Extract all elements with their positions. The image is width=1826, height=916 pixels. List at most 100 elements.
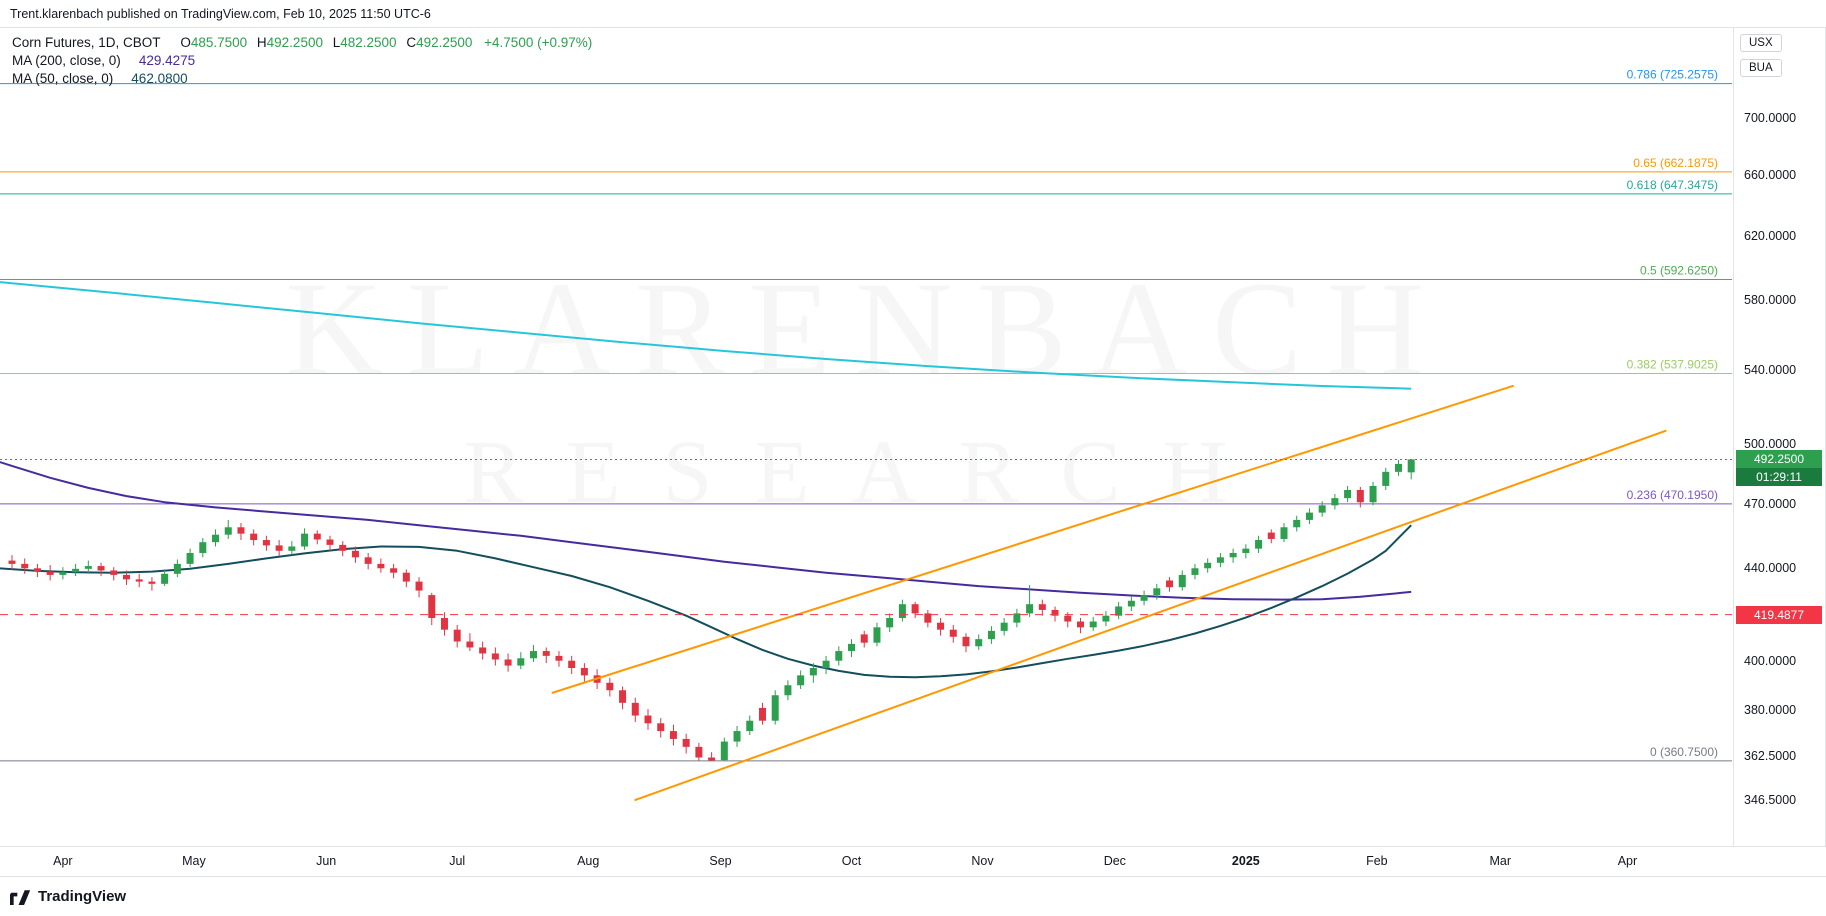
candle-body xyxy=(491,653,499,660)
chart-legend: Corn Futures, 1D, CBOT O485.7500 H492.25… xyxy=(12,34,592,88)
candle-body xyxy=(746,720,754,732)
candle-body xyxy=(466,641,474,648)
candle-body xyxy=(733,731,741,742)
candle-body xyxy=(1407,459,1415,473)
candle-body xyxy=(440,618,448,630)
candle-body xyxy=(758,707,766,721)
candle-body xyxy=(262,540,270,546)
candle-body xyxy=(1394,463,1402,472)
candle-body xyxy=(1242,548,1250,553)
candle-body xyxy=(860,634,868,643)
candle-body xyxy=(1318,505,1326,513)
candle-body xyxy=(415,581,423,591)
main-series-legend[interactable]: Corn Futures, 1D, CBOT O485.7500 H492.25… xyxy=(12,34,592,52)
candle-body xyxy=(8,560,16,564)
time-tick-month: Dec xyxy=(1103,854,1126,868)
candle-body xyxy=(301,533,309,547)
candle-body xyxy=(1153,588,1161,596)
time-tick-year: 2025 xyxy=(1231,854,1260,868)
footer-bar: TradingView xyxy=(0,876,1826,916)
candle-body xyxy=(453,629,461,642)
candle-body xyxy=(72,568,80,573)
candle-body xyxy=(402,572,410,582)
candle-body xyxy=(33,568,41,572)
candle-body xyxy=(1166,580,1174,588)
candle-body xyxy=(1026,604,1034,614)
candle-body xyxy=(949,629,957,637)
open-label: O xyxy=(180,35,191,50)
candle-body xyxy=(720,741,728,761)
fib-level-label: 0.236 (470.1950) xyxy=(1627,488,1718,502)
price-tick: 620.0000 xyxy=(1744,228,1797,243)
candle-body xyxy=(822,660,830,669)
fib-level-label: 0 (360.7500) xyxy=(1650,745,1718,759)
bar-close-countdown: 01:29:11 xyxy=(1736,468,1822,487)
candle-body xyxy=(1127,600,1135,607)
price-tick: 440.0000 xyxy=(1744,561,1797,576)
tradingview-logo[interactable]: TradingView xyxy=(10,887,126,907)
candle-body xyxy=(1216,557,1224,563)
price-tick: 580.0000 xyxy=(1744,293,1797,308)
ma50-legend[interactable]: MA (50, close, 0) 462.0800 xyxy=(12,70,592,88)
candle-body xyxy=(784,685,792,696)
candle-body xyxy=(835,651,843,661)
candle-body xyxy=(173,563,181,574)
fib-level-label: 0.65 (662.1875) xyxy=(1633,156,1718,170)
candle-body xyxy=(390,568,398,573)
chart-plot[interactable]: KLARENBACH RESEARCH 0.786 (725.2575)0.65… xyxy=(0,28,1733,846)
candle-body xyxy=(568,660,576,669)
open-value: 485.7500 xyxy=(190,35,248,50)
candle-body xyxy=(339,544,347,551)
candle-body xyxy=(377,563,385,569)
candle-body xyxy=(542,651,550,656)
candle-body xyxy=(1344,489,1352,499)
candle-body xyxy=(313,533,321,540)
candle-body xyxy=(708,757,716,761)
tradingview-logo-icon xyxy=(10,889,31,905)
chart-row: KLARENBACH RESEARCH 0.786 (725.2575)0.65… xyxy=(0,28,1826,846)
candle-body xyxy=(606,682,614,691)
tradingview-logo-text: TradingView xyxy=(38,888,127,905)
candle-body xyxy=(669,731,677,739)
candle-body xyxy=(530,651,538,659)
publish-text: Trent.klarenbach published on TradingVie… xyxy=(10,6,431,21)
alert-price-badge: 419.4877 xyxy=(1736,605,1822,624)
candle-body xyxy=(84,566,92,569)
candle-body xyxy=(224,527,232,535)
price-tick: 380.0000 xyxy=(1744,703,1797,718)
candle-body xyxy=(46,571,54,575)
candle-body xyxy=(962,636,970,647)
candle-body xyxy=(1051,609,1059,616)
candle-body xyxy=(288,546,296,551)
ma200-label: MA (200, close, 0) xyxy=(12,53,121,68)
price-tick: 362.5000 xyxy=(1744,749,1797,764)
ma50-line xyxy=(0,524,1412,679)
candle-body xyxy=(1076,621,1084,628)
candle-body xyxy=(695,746,703,758)
unit-usx-button[interactable]: USX xyxy=(1740,34,1782,52)
cyan-trend-line xyxy=(0,281,1412,390)
candle-body xyxy=(1038,604,1046,610)
candle-body xyxy=(937,622,945,630)
candle-body xyxy=(186,552,194,564)
candle-body xyxy=(1382,471,1390,486)
candle-body xyxy=(682,738,690,747)
ma200-legend[interactable]: MA (200, close, 0) 429.4275 xyxy=(12,52,592,70)
candle-body xyxy=(1255,540,1263,549)
time-axis[interactable]: Apr May Jun Jul Aug Sep Oct Nov Dec 2025 Feb Mar Apr xyxy=(0,846,1826,876)
candle-body xyxy=(161,573,169,584)
close-label: C xyxy=(406,35,417,50)
change-value: +4.7500 (+0.97%) xyxy=(484,35,593,50)
candle-body xyxy=(504,659,512,666)
time-tick-month: Aug xyxy=(577,854,600,868)
price-axis[interactable]: USX BUA 492.2500 01:29:11 419.4877 700.0… xyxy=(1733,28,1826,846)
symbol-title: Corn Futures, 1D, CBOT xyxy=(12,35,161,50)
price-tick: 500.0000 xyxy=(1744,437,1797,452)
price-tick: 660.0000 xyxy=(1744,168,1797,183)
price-tick: 470.0000 xyxy=(1744,497,1797,512)
low-label: L xyxy=(332,35,341,50)
price-tick: 346.5000 xyxy=(1744,792,1797,807)
unit-bua-button[interactable]: BUA xyxy=(1740,59,1782,77)
fib-level-label: 0.382 (537.9025) xyxy=(1627,357,1718,371)
